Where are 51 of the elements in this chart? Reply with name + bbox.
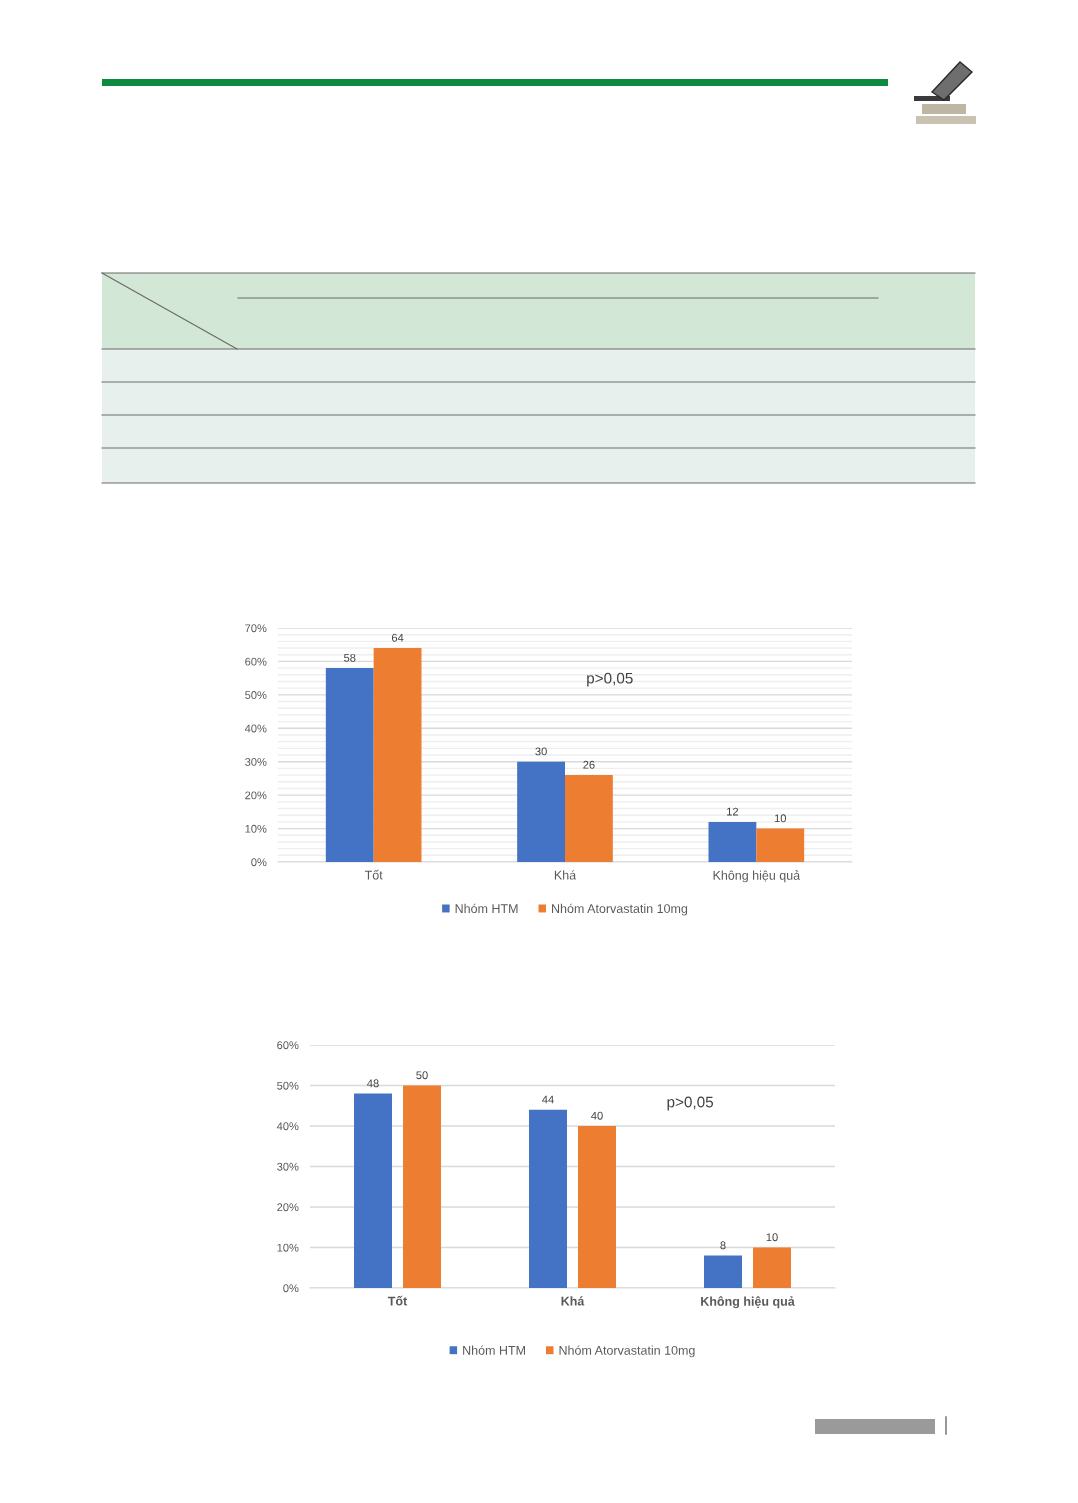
data-label: 8: [720, 1241, 726, 1250]
y-tick-label: 50%: [245, 691, 267, 699]
data-label: 12: [727, 807, 739, 816]
y-tick-label: 30%: [277, 1162, 299, 1171]
y-tick-label: 60%: [245, 657, 267, 666]
legend-label: Nhóm Atorvastatin 10mg: [552, 903, 688, 916]
y-tick-label: 70%: [245, 624, 267, 633]
bar: [756, 828, 805, 862]
x-tick-label: Khá: [554, 870, 577, 880]
y-tick-label: 10%: [277, 1243, 299, 1252]
y-tick-label: 10%: [245, 824, 267, 833]
y-tick-label: 20%: [245, 791, 267, 800]
data-label: 48: [367, 1079, 379, 1088]
y-tick-label: 40%: [244, 724, 267, 733]
bar: [565, 775, 613, 862]
bar: [517, 761, 565, 862]
bar: [578, 1126, 616, 1288]
y-tick-label: 50%: [277, 1081, 299, 1090]
legend-label: Nhóm HTM: [463, 1345, 525, 1355]
data-label: 30: [535, 747, 547, 756]
y-tick-label: 20%: [277, 1203, 299, 1212]
x-tick-label: Khá: [561, 1296, 585, 1306]
data-label: 64: [391, 633, 404, 642]
bar: [753, 1247, 791, 1288]
x-tick-label: Không hiệu quả: [713, 870, 801, 883]
x-tick-label: Không hiệu quả: [701, 1296, 795, 1309]
x-tick-label: Tốt: [387, 1295, 408, 1306]
annotation: p>0,05: [667, 1096, 714, 1111]
data-label: 10: [766, 1233, 778, 1242]
annotation: p>0,05: [587, 672, 633, 687]
bar: [403, 1085, 441, 1288]
legend-label: Nhóm Atorvastatin 10mg: [559, 1345, 695, 1358]
data-label: 44: [542, 1095, 554, 1104]
data-label: 50: [416, 1071, 428, 1080]
bar: [373, 648, 422, 862]
bar: [704, 1255, 742, 1288]
bar: [708, 821, 757, 862]
y-tick-label: 40%: [276, 1122, 299, 1131]
x-tick-label: Tốt: [364, 869, 383, 880]
data-label: 10: [774, 814, 786, 823]
y-tick-label: 30%: [245, 757, 267, 766]
y-tick-label: 0%: [283, 1284, 299, 1293]
bar: [354, 1093, 392, 1288]
legend-label: Nhóm HTM: [455, 903, 518, 913]
bar: [325, 668, 374, 862]
data-label: 58: [344, 653, 356, 662]
y-tick-label: 0%: [251, 858, 267, 867]
y-tick-label: 60%: [277, 1041, 299, 1050]
data-label: 26: [583, 760, 595, 769]
bar: [529, 1109, 567, 1288]
data-label: 40: [591, 1111, 603, 1120]
